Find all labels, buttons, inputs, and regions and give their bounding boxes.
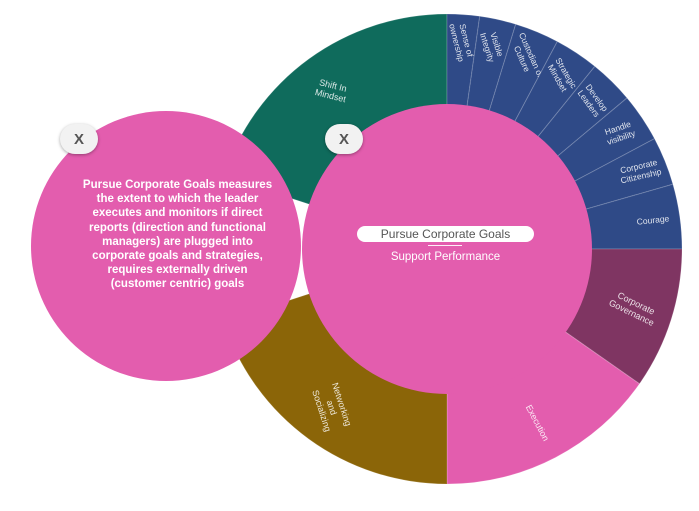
detail-circle <box>31 111 301 381</box>
ring-segment-label: Courage <box>636 213 670 226</box>
center-divider <box>428 245 462 246</box>
center-title: Pursue Corporate Goals <box>357 226 534 242</box>
detail-description: Pursue Corporate Goals measures the exte… <box>82 179 273 291</box>
close-center-button[interactable]: X <box>325 124 363 154</box>
center-subtitle: Support Performance <box>390 251 501 263</box>
close-detail-button[interactable]: X <box>60 124 98 154</box>
center-circle[interactable] <box>302 104 592 394</box>
